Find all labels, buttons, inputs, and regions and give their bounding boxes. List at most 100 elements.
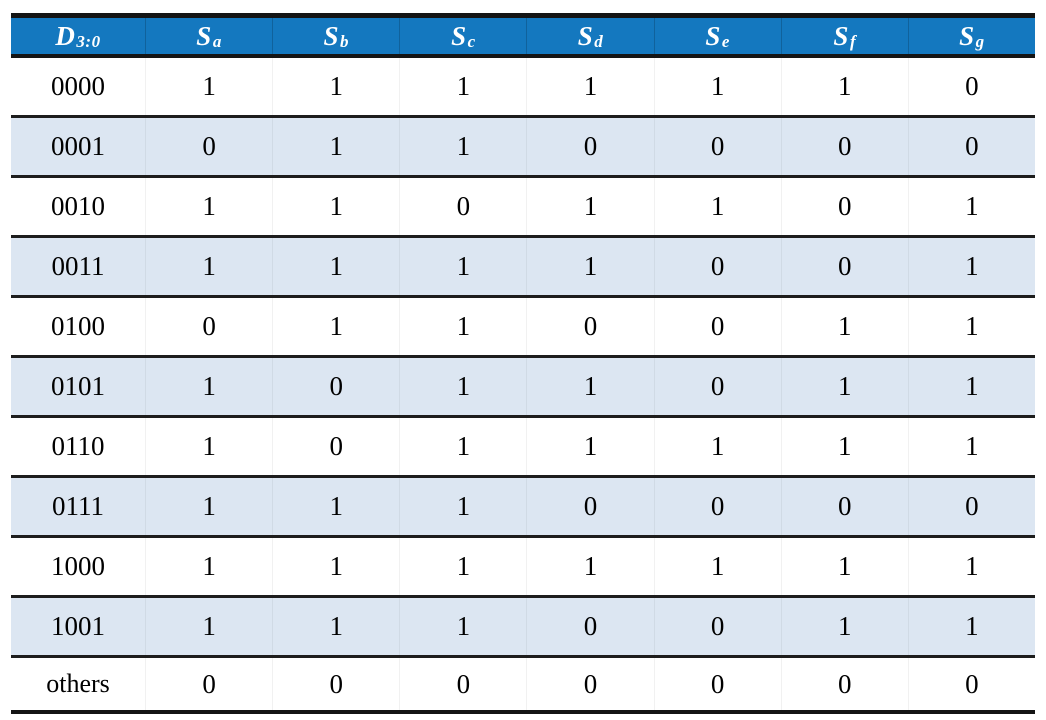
segment-value-cell: 0 [653, 298, 781, 355]
segment-value-cell: 1 [907, 538, 1035, 595]
header-subscript: c [467, 31, 476, 51]
table-row-0100: 0100 0 1 1 0 0 1 1 [11, 298, 1035, 358]
input-code-cell: 1001 [51, 611, 105, 641]
header-symbol: S [833, 20, 849, 51]
segment-value-cell: 0 [653, 358, 781, 415]
segment-value-cell: 1 [399, 418, 526, 475]
segment-value-cell: 1 [145, 58, 272, 115]
table-row-0000: 0000 1 1 1 1 1 1 0 [11, 58, 1035, 118]
segment-value-cell: 1 [399, 118, 526, 175]
segment-value-cell: 1 [653, 538, 781, 595]
segment-value-cell: 0 [526, 118, 653, 175]
segment-value-cell: 1 [907, 238, 1035, 295]
segment-value-cell: 1 [145, 358, 272, 415]
segment-value-cell: 1 [526, 58, 653, 115]
segment-value-cell: 1 [780, 538, 908, 595]
table-row-1000: 1000 1 1 1 1 1 1 1 [11, 538, 1035, 598]
segment-value-cell: 1 [399, 58, 526, 115]
segment-value-cell: 1 [526, 178, 653, 235]
segment-value-cell: 1 [145, 418, 272, 475]
segment-value-cell: 0 [145, 658, 272, 710]
table-row-0011: 0011 1 1 1 1 0 0 1 [11, 238, 1035, 298]
segment-value-cell: 1 [780, 598, 908, 655]
segment-value-cell: 0 [145, 118, 272, 175]
input-code-cell: others [46, 669, 110, 698]
header-symbol: D [55, 20, 76, 51]
segment-value-cell: 0 [653, 118, 781, 175]
segment-value-cell: 1 [526, 538, 653, 595]
segment-value-cell: 1 [272, 178, 399, 235]
header-symbol: S [577, 20, 594, 51]
table-row-1001: 1001 1 1 1 0 0 1 1 [11, 598, 1035, 658]
table-row-others: others 0 0 0 0 0 0 0 [11, 658, 1035, 710]
segment-value-cell: 1 [145, 238, 272, 295]
segment-value-cell: 1 [653, 178, 781, 235]
header-subscript: b [339, 31, 349, 51]
segment-value-cell: 0 [526, 298, 653, 355]
header-subscript: g [975, 31, 985, 51]
segment-value-cell: 0 [526, 658, 653, 710]
input-code-cell: 0011 [51, 251, 105, 281]
segment-value-cell: 0 [653, 598, 781, 655]
header-subscript: a [212, 31, 222, 51]
segment-value-cell: 1 [399, 358, 526, 415]
segment-value-cell: 1 [272, 478, 399, 535]
header-symbol: S [323, 20, 339, 51]
input-code-cell: 0111 [52, 491, 104, 521]
table-row-0111: 0111 1 1 1 0 0 0 0 [11, 478, 1035, 538]
segment-value-cell: 0 [907, 58, 1035, 115]
header-symbol: S [451, 20, 467, 51]
segment-value-cell: 0 [780, 118, 908, 175]
input-code-cell: 0110 [51, 431, 105, 461]
header-subscript: 3:0 [76, 31, 101, 51]
segment-value-cell: 1 [272, 58, 399, 115]
segment-value-cell: 1 [145, 478, 272, 535]
segment-value-cell: 0 [272, 658, 399, 710]
input-code-cell: 0001 [51, 131, 105, 161]
segment-value-cell: 0 [780, 658, 908, 710]
segment-value-cell: 1 [653, 418, 781, 475]
segment-value-cell: 0 [272, 418, 399, 475]
segment-value-cell: 1 [907, 598, 1035, 655]
segment-value-cell: 1 [272, 238, 399, 295]
segment-value-cell: 1 [526, 418, 653, 475]
header-subscript: d [594, 31, 604, 51]
segment-value-cell: 1 [780, 418, 908, 475]
segment-value-cell: 1 [653, 58, 781, 115]
table-row-0001: 0001 0 1 1 0 0 0 0 [11, 118, 1035, 178]
segment-value-cell: 1 [907, 178, 1035, 235]
segment-value-cell: 1 [526, 358, 653, 415]
segment-value-cell: 0 [907, 118, 1035, 175]
segment-value-cell: 0 [399, 178, 526, 235]
header-symbol: S [196, 20, 212, 51]
segment-value-cell: 1 [907, 358, 1035, 415]
header-symbol: S [705, 20, 721, 51]
input-code-cell: 0010 [51, 191, 105, 221]
segment-value-cell: 1 [272, 118, 399, 175]
segment-value-cell: 1 [399, 538, 526, 595]
input-code-cell: 0101 [51, 371, 105, 401]
segment-value-cell: 0 [526, 598, 653, 655]
segment-value-cell: 1 [907, 298, 1035, 355]
segment-value-cell: 0 [780, 238, 908, 295]
segment-value-cell: 1 [145, 598, 272, 655]
input-code-cell: 0000 [51, 71, 105, 101]
segment-value-cell: 0 [145, 298, 272, 355]
segment-value-cell: 0 [653, 238, 781, 295]
segment-value-cell: 0 [272, 358, 399, 415]
segment-value-cell: 1 [145, 178, 272, 235]
segment-value-cell: 1 [145, 538, 272, 595]
header-subscript: e [721, 31, 730, 51]
segment-value-cell: 1 [780, 298, 908, 355]
segment-value-cell: 0 [907, 478, 1035, 535]
segment-value-cell: 0 [780, 478, 908, 535]
segment-value-cell: 0 [653, 478, 781, 535]
